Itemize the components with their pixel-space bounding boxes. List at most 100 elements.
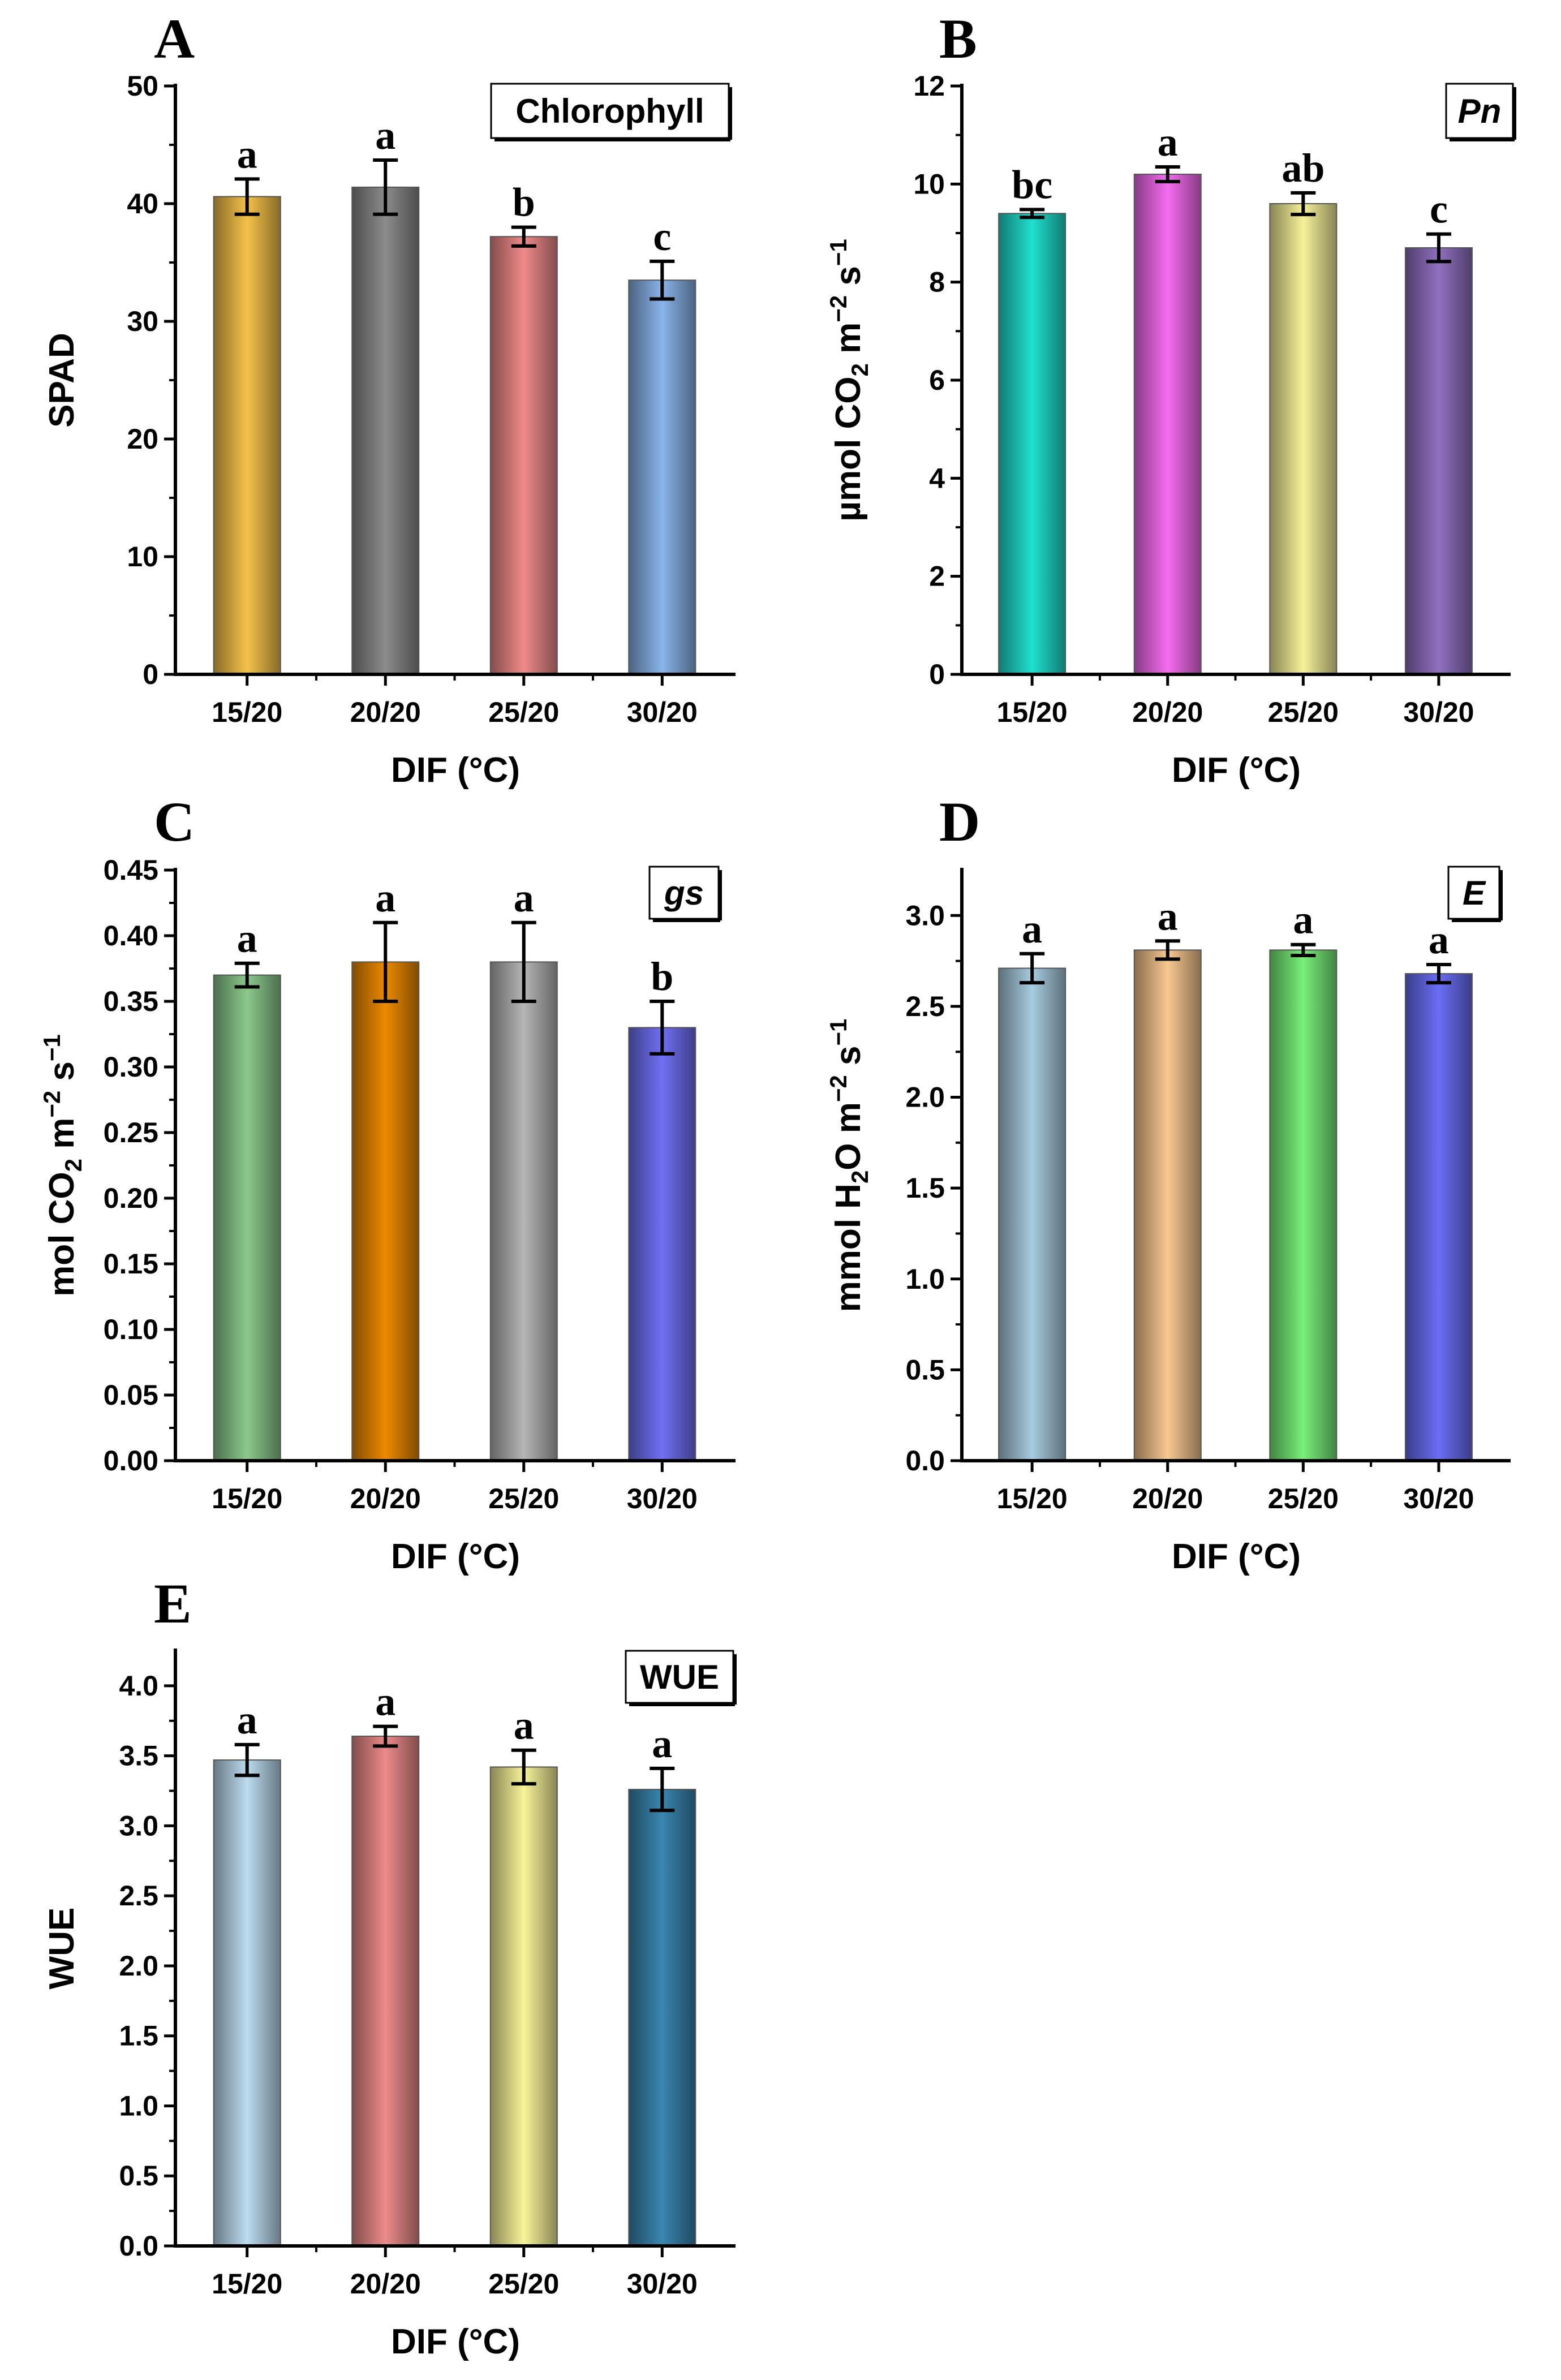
y-tick-label: 4 — [929, 462, 945, 494]
error-bar — [1426, 232, 1451, 264]
panel-letter: B — [939, 7, 977, 70]
panel-d: Da a a a 0.0 0.5 1.0 1.5 2.0 2.5 3.0 15/20 20/20 25/2… — [825, 790, 1511, 1576]
x-axis-title: DIF (°C) — [391, 1537, 520, 1576]
bar-15-20 — [213, 1759, 281, 2247]
error-bar — [1291, 191, 1316, 217]
y-tick-label: 10 — [913, 168, 945, 200]
y-axis-title: mol CO2 m−2 s−1 — [38, 1034, 87, 1297]
x-axis-title: DIF (°C) — [391, 2322, 520, 2361]
legend: WUE — [625, 1650, 737, 1706]
panel-e: Ea a a a 0.0 0.5 1.0 1.5 2.0 2.5 3.0 3.5 4.0 15/20 20/… — [42, 1572, 737, 2361]
y-tick-label: 0.0 — [905, 1445, 945, 1477]
x-axis-title: DIF (°C) — [391, 751, 520, 790]
legend: gs — [648, 866, 722, 922]
panel-letter: D — [939, 790, 980, 853]
y-tick-label: 3.0 — [119, 1810, 158, 1841]
significance-letter: a — [237, 916, 257, 961]
panel-a: Aa a b c 0 10 20 30 40 50 15/20 20/20 25/20 30/20 DIF … — [42, 7, 736, 790]
x-tick-label: 15/20 — [212, 2268, 282, 2300]
y-tick-label: 0.25 — [104, 1117, 158, 1148]
significance-letter: c — [653, 214, 671, 259]
x-tick-label: 25/20 — [488, 2268, 559, 2300]
legend-label: Chlorophyll — [515, 92, 704, 130]
bar-15-20 — [213, 974, 281, 1461]
y-tick-label: 0.5 — [119, 2160, 158, 2192]
legend: Chlorophyll — [490, 83, 732, 141]
bar-20-20 — [351, 1735, 420, 2246]
y-tick-label: 1.0 — [119, 2090, 158, 2121]
y-tick-label: 50 — [127, 70, 158, 102]
error-bar — [373, 158, 398, 216]
significance-letter: a — [652, 1721, 672, 1766]
y-tick-label: 2.0 — [905, 1082, 945, 1113]
y-tick-label: 4.0 — [119, 1670, 158, 1702]
significance-letter: a — [514, 1703, 534, 1748]
bar-30-20 — [628, 279, 696, 675]
error-bar — [650, 1000, 675, 1056]
significance-letter: a — [375, 875, 395, 920]
bar-20-20 — [351, 186, 420, 675]
error-bar — [1155, 939, 1180, 961]
panel-b: Bbc a ab c 0 2 4 6 8 10 12 15/20 20/20 25/20 30/20 DIF … — [825, 7, 1516, 790]
bar-30-20 — [628, 1789, 696, 2247]
y-tick-label: 8 — [929, 266, 945, 298]
y-tick-label: 0.5 — [905, 1354, 945, 1385]
y-axis-title: SPAD — [42, 333, 81, 428]
y-tick-label: 0.0 — [119, 2230, 158, 2262]
y-axis-title: WUE — [42, 1908, 81, 1990]
x-tick-label: 20/20 — [350, 1483, 421, 1514]
legend-label: gs — [664, 874, 704, 912]
significance-letter: a — [375, 1679, 395, 1724]
bar-25-20 — [489, 961, 558, 1461]
y-axis-title: µmol CO2 m−2 s−1 — [825, 239, 873, 521]
significance-letter: a — [1293, 897, 1313, 942]
x-tick-label: 30/20 — [627, 696, 698, 728]
bar-20-20 — [1133, 174, 1202, 675]
x-tick-label: 15/20 — [212, 1483, 282, 1514]
y-tick-label: 0.00 — [104, 1445, 158, 1477]
significance-letter: c — [1430, 187, 1448, 232]
y-tick-label: 1.0 — [905, 1263, 945, 1295]
significance-letter: a — [514, 875, 534, 920]
significance-letter: a — [237, 1697, 257, 1742]
error-bar — [511, 1748, 536, 1786]
error-bar — [1291, 942, 1316, 957]
x-tick-label: 30/20 — [627, 1483, 698, 1514]
bar-25-20 — [489, 1766, 558, 2247]
y-tick-label: 30 — [127, 305, 158, 337]
y-tick-label: 3.5 — [119, 1740, 158, 1772]
significance-letter: a — [1158, 893, 1178, 939]
bar-20-20 — [351, 961, 420, 1461]
error-bar — [650, 1766, 675, 1813]
y-tick-label: 0.10 — [104, 1314, 158, 1345]
error-bar — [1426, 963, 1451, 985]
bar-30-20 — [1404, 973, 1473, 1461]
significance-letter: ab — [1282, 145, 1325, 191]
x-tick-label: 25/20 — [488, 1483, 559, 1514]
panel-letter: C — [154, 790, 195, 853]
error-bar — [234, 177, 260, 216]
y-tick-label: 40 — [127, 188, 158, 220]
x-tick-label: 15/20 — [997, 1483, 1068, 1514]
y-axis-title: mmol H2O m−2 s−1 — [825, 1019, 873, 1312]
y-tick-label: 0.30 — [104, 1051, 158, 1083]
significance-letter: a — [1429, 917, 1449, 962]
error-bar — [1020, 208, 1045, 220]
significance-letter: b — [513, 180, 535, 225]
significance-letter: a — [375, 113, 395, 158]
bar-15-20 — [213, 196, 281, 675]
y-tick-label: 0.15 — [104, 1248, 158, 1280]
panel-letter: A — [154, 7, 195, 70]
x-tick-label: 30/20 — [1403, 696, 1474, 728]
bar-20-20 — [1133, 949, 1202, 1461]
x-tick-label: 15/20 — [212, 696, 282, 728]
panel-c: Ca a a b 0.00 0.05 0.10 0.15 0.20 0.25 0.30 0.35 0.4… — [38, 790, 736, 1576]
x-tick-label: 25/20 — [488, 696, 559, 728]
y-tick-label: 0.20 — [104, 1182, 158, 1214]
error-bar — [373, 1724, 398, 1748]
x-tick-label: 20/20 — [350, 2268, 421, 2300]
y-tick-label: 0 — [929, 659, 945, 690]
x-axis-title: DIF (°C) — [1172, 751, 1301, 790]
significance-letter: a — [237, 131, 257, 177]
significance-letter: b — [651, 954, 673, 999]
